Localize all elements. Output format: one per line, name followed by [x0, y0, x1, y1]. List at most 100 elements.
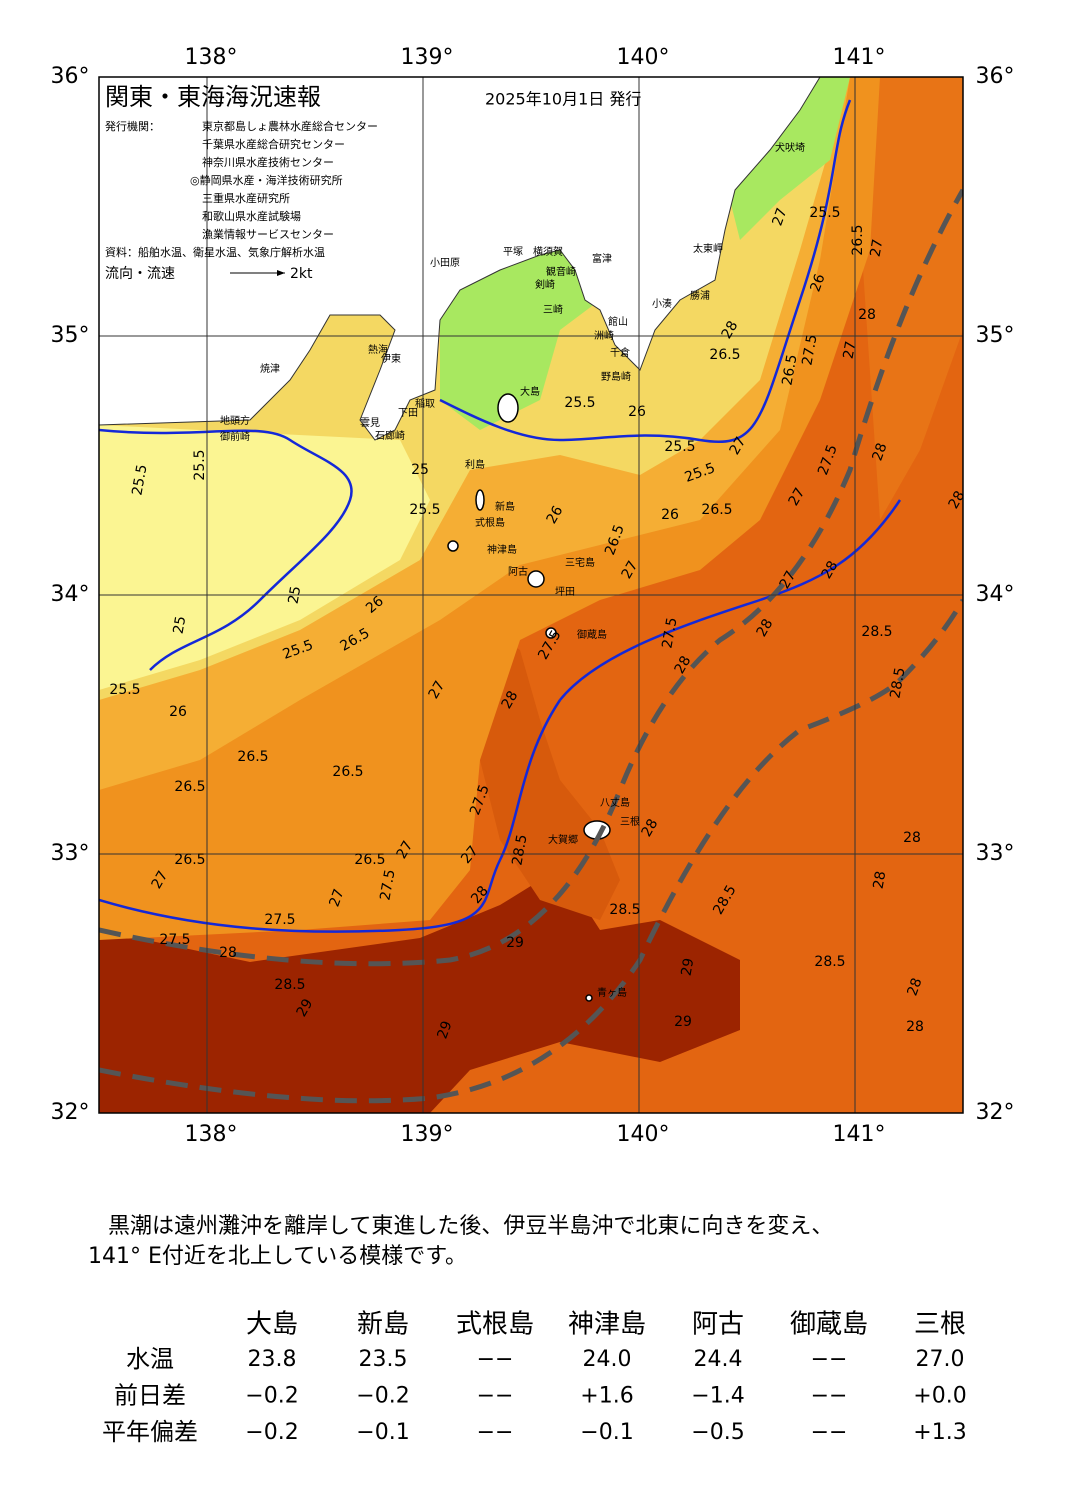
- table-cell: 24.0: [583, 1347, 632, 1372]
- place-name: 御蔵島: [577, 628, 607, 641]
- isotherm-label: 26: [544, 503, 567, 527]
- place-name: 小湊: [652, 297, 672, 310]
- isotherm: [99, 699, 562, 933]
- lon-tick-label: 139°: [401, 45, 454, 70]
- lat-tick-label: 33°: [51, 841, 90, 866]
- land: [99, 77, 821, 441]
- current-legend: 流向・流速: [105, 266, 175, 282]
- isotherm-label: 26: [628, 404, 646, 420]
- lat-tick-label: 34°: [976, 582, 1015, 607]
- lat-tick-label: 35°: [976, 323, 1015, 348]
- table-cell: −0.2: [356, 1384, 409, 1409]
- place-name: 千倉: [610, 346, 630, 359]
- table-cell: +1.3: [913, 1420, 966, 1445]
- table-cell: −−: [811, 1347, 848, 1372]
- place-name: 大賀郷: [548, 833, 578, 846]
- comment-line: 黒潮は遠州灘沖を離岸して東進した後、伊豆半島沖で北東に向きを変え、: [108, 1214, 833, 1239]
- place-name: 三崎: [543, 303, 563, 316]
- isotherm-label: 27.5: [659, 616, 680, 649]
- place-name: 坪田: [555, 585, 575, 598]
- place-name: 観音崎: [546, 265, 576, 278]
- grid: [99, 77, 963, 1113]
- table-cell: −0.1: [580, 1420, 633, 1445]
- isotherm-label: 26.5: [354, 852, 385, 868]
- kuroshio-line: [99, 598, 963, 1104]
- isotherm-label: 25.5: [409, 502, 440, 518]
- isotherm-label: 25.5: [809, 205, 840, 221]
- isotherm-label: 28.5: [509, 833, 530, 866]
- isotherm-label: 29: [679, 957, 698, 977]
- isotherm-label: 28: [499, 688, 522, 711]
- issue-date: 2025年10月1日 発行: [485, 90, 641, 109]
- isotherm-label: 29: [506, 935, 524, 951]
- sea-29: [99, 868, 740, 1113]
- isotherm-label: 28.5: [609, 902, 640, 918]
- isotherm-label: 27.5: [264, 912, 295, 928]
- isotherm-label: 25.5: [129, 463, 150, 496]
- table-header: 新島: [357, 1310, 409, 1340]
- isotherm-label: 28: [858, 307, 876, 323]
- agency: ◎静岡県水産・海洋技術研究所: [190, 173, 343, 187]
- isotherm-label: 26.5: [237, 749, 268, 765]
- isotherm-label: 27: [727, 434, 750, 457]
- isotherm-label: 26.5: [174, 779, 205, 795]
- place-name: 富津: [592, 252, 612, 265]
- table-cell: −−: [477, 1347, 514, 1372]
- isotherm-label: 27: [394, 838, 417, 861]
- place-name: 三根: [620, 815, 640, 828]
- isotherm-label: 28: [903, 830, 921, 846]
- isotherm-label: 28: [719, 318, 742, 341]
- place-name: 地頭方: [220, 414, 250, 427]
- isotherm: [559, 499, 902, 701]
- table-cell: 24.4: [694, 1347, 743, 1372]
- isotherm-label: 26.5: [709, 347, 740, 363]
- place-name: 御前崎: [220, 430, 250, 443]
- map-title: 関東・東海海況速報: [105, 83, 321, 111]
- table-cell: −0.1: [356, 1420, 409, 1445]
- island: [527, 570, 545, 588]
- sea-25: [99, 425, 430, 690]
- place-name: 犬吠埼: [775, 141, 805, 154]
- isotherm-label: 27: [326, 887, 347, 909]
- place-name: 熱海: [368, 343, 388, 356]
- isotherm-label: 27: [769, 206, 790, 228]
- table-header: 式根島: [456, 1310, 534, 1340]
- row-label: 平年偏差: [102, 1418, 198, 1446]
- table-cell: −−: [811, 1384, 848, 1409]
- data-source: 資料：船舶水温、衛星水温、気象庁解析水温: [105, 245, 325, 259]
- isotherm-label: 26.5: [850, 224, 866, 255]
- isotherm-label: 28.5: [861, 624, 892, 640]
- place-name: 下田: [398, 408, 418, 419]
- isotherm-label: 27: [426, 678, 449, 701]
- island: [585, 994, 593, 1002]
- place-name: 神津島: [487, 543, 517, 556]
- table-cell: −1.4: [691, 1384, 744, 1409]
- place-name: 大島: [520, 385, 540, 398]
- place-name: 利島: [465, 458, 485, 471]
- table-header: 三根: [914, 1310, 966, 1340]
- table-header: 大島: [246, 1310, 298, 1340]
- isotherm-label: 28: [869, 441, 890, 463]
- lat-tick-label: 32°: [51, 1100, 90, 1125]
- isotherm-label: 28: [754, 616, 777, 639]
- arrow-head: [277, 270, 285, 276]
- table-header: 神津島: [568, 1310, 646, 1340]
- row-label: 水温: [126, 1345, 174, 1373]
- isotherm-label: 28: [819, 558, 842, 581]
- table-cell: 27.0: [916, 1347, 965, 1372]
- lon-tick-label: 138°: [185, 1122, 238, 1147]
- isotherm-label: 26: [807, 272, 828, 294]
- isotherm-label: 28: [219, 945, 237, 961]
- isotherm-label: 25.5: [564, 395, 595, 411]
- isotherm-label: 26.5: [174, 852, 205, 868]
- lon-tick-label: 139°: [401, 1122, 454, 1147]
- table-header: 御蔵島: [790, 1310, 868, 1340]
- isotherm: [99, 428, 353, 671]
- place-name: 小田原: [430, 257, 460, 269]
- place-name: 焼津: [260, 363, 280, 375]
- sea-28-5: [470, 620, 620, 920]
- island: [447, 540, 459, 552]
- isotherm-label: 28.5: [814, 954, 845, 970]
- lon-tick-label: 138°: [185, 45, 238, 70]
